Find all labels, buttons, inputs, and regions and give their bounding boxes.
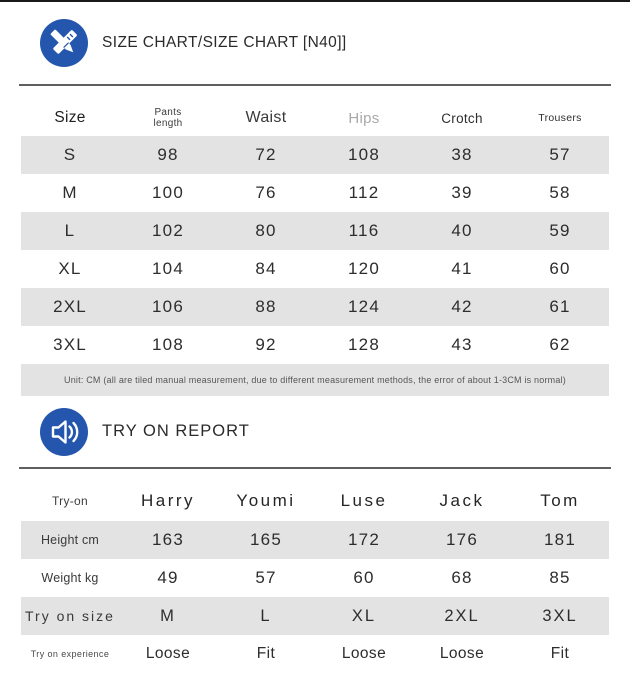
hips-cell: 124 <box>348 297 380 316</box>
trousers-cell: 58 <box>549 183 571 202</box>
size-cell: L <box>64 221 76 240</box>
model-name-harry: Harry <box>140 491 196 510</box>
top-border-line <box>0 0 630 2</box>
column-header-waist: Waist <box>245 109 287 126</box>
try-size-cell: 2XL <box>444 606 480 625</box>
try-on-report-title: TRY ON REPORT <box>102 422 250 440</box>
waist-cell: 88 <box>255 297 277 316</box>
weight-cell: 68 <box>451 568 473 587</box>
try-on-row-height: Height cm 163 165 172 176 181 <box>21 521 609 559</box>
try-on-table: Try-on Harry Youmi Luse Jack Tom Height … <box>21 481 609 673</box>
trousers-cell: 60 <box>549 259 571 278</box>
row-label: Weight kg <box>41 571 99 585</box>
model-name-youmi: Youmi <box>236 491 296 510</box>
column-header-trousers: Trousers <box>538 112 582 124</box>
size-cell: 2XL <box>53 297 87 316</box>
height-cell: 165 <box>250 530 282 549</box>
pants-length-cell: 108 <box>152 335 184 354</box>
try-on-row-weight: Weight kg 49 57 60 68 85 <box>21 559 609 597</box>
try-on-row-experience: Try on experience Loose Fit Loose Loose … <box>21 635 609 673</box>
pencil-ruler-icon <box>40 19 88 67</box>
waist-cell: 80 <box>255 221 277 240</box>
size-cell: 3XL <box>53 335 87 354</box>
try-on-row-size: Try on size M L XL 2XL 3XL <box>21 597 609 635</box>
divider-line <box>19 467 611 469</box>
weight-cell: 85 <box>549 568 571 587</box>
crotch-cell: 40 <box>451 221 473 240</box>
hips-cell: 120 <box>348 259 380 278</box>
crotch-cell: 42 <box>451 297 473 316</box>
hips-cell: 108 <box>348 145 380 164</box>
weight-cell: 60 <box>353 568 375 587</box>
size-row-2xl: 2XL 106 88 124 42 61 <box>21 288 609 326</box>
hips-cell: 128 <box>348 335 380 354</box>
column-header-hips: Hips <box>348 109 380 127</box>
experience-cell: Fit <box>550 645 570 662</box>
crotch-cell: 41 <box>451 259 473 278</box>
row-label: Try on experience <box>30 649 110 659</box>
waist-cell: 76 <box>255 183 277 202</box>
trousers-cell: 59 <box>549 221 571 240</box>
experience-cell: Loose <box>341 645 387 662</box>
experience-cell: Loose <box>439 645 485 662</box>
height-cell: 172 <box>348 530 380 549</box>
model-name-luse: Luse <box>340 491 388 510</box>
weight-cell: 57 <box>255 568 277 587</box>
try-on-label: Try-on <box>51 494 89 508</box>
try-on-report-header: TRY ON REPORT <box>0 396 630 467</box>
size-chart-header: SIZE CHART/SIZE CHART [N40]] <box>0 2 630 84</box>
try-size-cell: M <box>160 606 176 625</box>
waist-cell: 92 <box>255 335 277 354</box>
pants-length-cell: 104 <box>152 259 184 278</box>
crotch-cell: 39 <box>451 183 473 202</box>
size-row-3xl: 3XL 108 92 128 43 62 <box>21 326 609 364</box>
try-on-column-headers: Try-on Harry Youmi Luse Jack Tom <box>21 481 609 521</box>
weight-cell: 49 <box>157 568 179 587</box>
column-header-pants-length: Pants length <box>153 107 183 129</box>
try-size-cell: 3XL <box>542 606 578 625</box>
trousers-cell: 57 <box>549 145 571 164</box>
size-chart-table: Size Pants length Waist Hips Crotch Trou… <box>21 100 609 396</box>
model-name-jack: Jack <box>439 491 485 510</box>
height-cell: 163 <box>152 530 184 549</box>
column-header-crotch: Crotch <box>441 110 483 126</box>
speaker-icon <box>40 407 88 456</box>
waist-cell: 84 <box>255 259 277 278</box>
crotch-cell: 43 <box>451 335 473 354</box>
unit-note-text: Unit: CM (all are tiled manual measureme… <box>64 375 566 385</box>
try-size-cell: XL <box>351 606 377 625</box>
size-cell: M <box>62 183 78 202</box>
size-row-xl: XL 104 84 120 41 60 <box>21 250 609 288</box>
row-label: Height cm <box>40 533 100 547</box>
experience-cell: Loose <box>145 645 191 662</box>
unit-note-bar: Unit: CM (all are tiled manual measureme… <box>21 364 609 396</box>
size-row-l: L 102 80 116 40 59 <box>21 212 609 250</box>
divider-line <box>19 84 611 86</box>
pants-length-cell: 106 <box>152 297 184 316</box>
trousers-cell: 62 <box>549 335 571 354</box>
size-cell: S <box>63 145 77 164</box>
size-row-s: S 98 72 108 38 57 <box>21 136 609 174</box>
pants-length-cell: 100 <box>152 183 184 202</box>
try-size-cell: L <box>260 606 272 625</box>
pants-length-cell: 102 <box>152 221 184 240</box>
trousers-cell: 61 <box>549 297 571 316</box>
size-chart-column-headers: Size Pants length Waist Hips Crotch Trou… <box>21 100 609 136</box>
waist-cell: 72 <box>255 145 277 164</box>
pants-length-cell: 98 <box>157 145 179 164</box>
model-name-tom: Tom <box>540 491 580 510</box>
row-label: Try on size <box>25 608 115 624</box>
size-chart-title: SIZE CHART/SIZE CHART [N40]] <box>102 34 347 51</box>
size-row-m: M 100 76 112 39 58 <box>21 174 609 212</box>
hips-cell: 116 <box>348 221 380 240</box>
size-cell: XL <box>58 259 82 278</box>
column-header-size: Size <box>54 109 86 126</box>
height-cell: 176 <box>446 530 478 549</box>
height-cell: 181 <box>544 530 576 549</box>
experience-cell: Fit <box>256 645 276 662</box>
crotch-cell: 38 <box>451 145 473 164</box>
hips-cell: 112 <box>348 183 380 202</box>
